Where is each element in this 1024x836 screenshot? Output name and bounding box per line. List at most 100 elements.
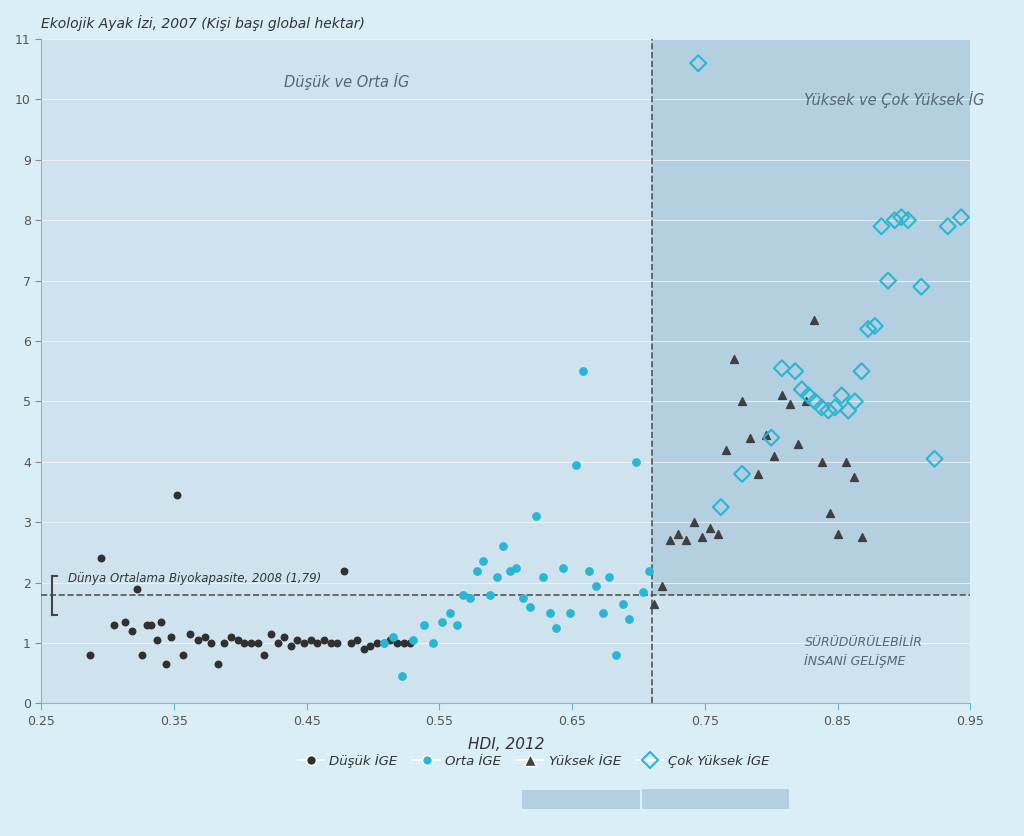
Point bbox=[175, 649, 191, 662]
Point bbox=[774, 361, 791, 375]
Text: Düşük ve Orta İG: Düşük ve Orta İG bbox=[284, 73, 410, 89]
Point bbox=[893, 211, 909, 224]
Point bbox=[169, 488, 185, 502]
Point bbox=[694, 531, 711, 544]
Point bbox=[608, 649, 625, 662]
Point bbox=[106, 618, 123, 631]
Point bbox=[296, 636, 312, 650]
Point bbox=[382, 634, 398, 647]
Point bbox=[574, 364, 591, 378]
Point bbox=[376, 636, 392, 650]
Point bbox=[256, 649, 272, 662]
Point bbox=[276, 630, 293, 644]
Point bbox=[158, 657, 174, 670]
Point bbox=[807, 395, 823, 408]
Point bbox=[269, 636, 286, 650]
Point bbox=[813, 400, 829, 414]
Point bbox=[203, 636, 219, 650]
Point bbox=[741, 431, 758, 445]
Point bbox=[148, 634, 165, 647]
Point bbox=[117, 615, 133, 629]
Point bbox=[153, 615, 169, 629]
Point bbox=[834, 389, 850, 402]
Point bbox=[829, 528, 846, 541]
Point bbox=[787, 364, 804, 378]
Point bbox=[595, 606, 611, 619]
Point bbox=[197, 630, 213, 644]
Point bbox=[93, 552, 110, 565]
Point bbox=[528, 509, 545, 522]
Point bbox=[826, 400, 843, 414]
Point bbox=[216, 636, 232, 650]
Point bbox=[449, 618, 465, 631]
Point bbox=[846, 470, 862, 483]
Point bbox=[394, 670, 411, 683]
Point bbox=[900, 213, 916, 227]
Point bbox=[790, 437, 806, 451]
Point bbox=[678, 533, 694, 547]
Point bbox=[442, 606, 459, 619]
Point bbox=[243, 636, 259, 650]
Point bbox=[508, 561, 524, 574]
Point bbox=[734, 467, 751, 481]
Point bbox=[468, 563, 484, 577]
Point bbox=[309, 636, 326, 650]
Point bbox=[462, 591, 478, 604]
Point bbox=[766, 449, 782, 462]
X-axis label: HDI, 2012: HDI, 2012 bbox=[468, 737, 544, 752]
Point bbox=[323, 636, 339, 650]
Point bbox=[336, 563, 352, 577]
Point bbox=[385, 630, 401, 644]
Point bbox=[838, 455, 854, 468]
Point bbox=[475, 555, 492, 568]
Bar bbox=[652, 595, 971, 703]
Point bbox=[654, 579, 671, 593]
Point bbox=[488, 570, 505, 584]
Point bbox=[395, 636, 412, 650]
Point bbox=[866, 319, 883, 333]
Point bbox=[250, 636, 266, 650]
Point bbox=[588, 579, 604, 593]
Point bbox=[561, 606, 578, 619]
Point bbox=[763, 431, 779, 445]
Point bbox=[181, 627, 198, 640]
Point bbox=[123, 624, 139, 638]
Point bbox=[302, 634, 318, 647]
Point bbox=[628, 455, 644, 468]
Point bbox=[646, 597, 663, 610]
Point bbox=[355, 642, 372, 655]
Point bbox=[887, 213, 903, 227]
Point bbox=[726, 353, 742, 366]
Point bbox=[582, 563, 598, 577]
Point bbox=[621, 612, 637, 625]
Point bbox=[774, 389, 791, 402]
Point bbox=[189, 634, 206, 647]
Point bbox=[223, 630, 240, 644]
Point bbox=[853, 531, 869, 544]
Point bbox=[455, 588, 471, 601]
Point bbox=[568, 458, 585, 472]
Text: Ekolojik Ayak İzi, 2007 (Kişi başı global hektar): Ekolojik Ayak İzi, 2007 (Kişi başı globa… bbox=[41, 15, 366, 31]
Point bbox=[813, 455, 829, 468]
Point bbox=[376, 636, 392, 650]
Point bbox=[806, 314, 822, 327]
Point bbox=[781, 398, 798, 411]
Point bbox=[686, 516, 702, 529]
Point bbox=[481, 588, 498, 601]
Point bbox=[521, 600, 538, 614]
Point bbox=[163, 630, 179, 644]
Point bbox=[750, 467, 766, 481]
Point bbox=[840, 404, 856, 417]
Point bbox=[821, 507, 838, 520]
Point bbox=[416, 618, 432, 631]
Point bbox=[82, 649, 98, 662]
Point bbox=[614, 597, 631, 610]
Point bbox=[425, 636, 441, 650]
Point bbox=[713, 501, 729, 514]
Point bbox=[515, 591, 531, 604]
Point bbox=[502, 563, 518, 577]
Point bbox=[734, 395, 751, 408]
Point bbox=[641, 563, 657, 577]
Point bbox=[634, 585, 650, 599]
Point bbox=[800, 389, 816, 402]
